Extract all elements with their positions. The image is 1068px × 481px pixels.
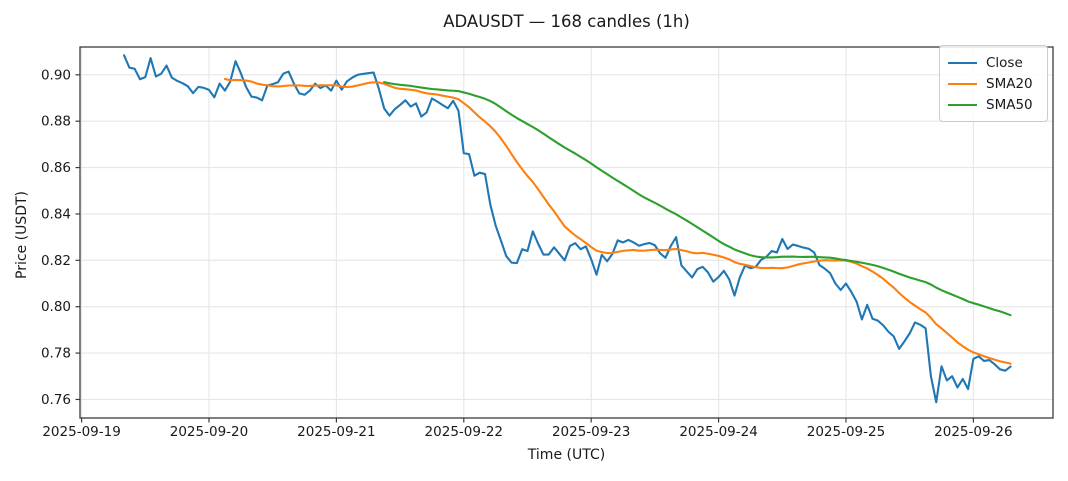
chart-title: ADAUSDT — 168 candles (1h) xyxy=(443,12,690,31)
y-tick-label: 0.86 xyxy=(41,160,71,176)
axes-frame xyxy=(79,46,1054,419)
series-line-sma20 xyxy=(223,77,1012,365)
legend-label: SMA50 xyxy=(986,96,1033,113)
legend-item-close: Close xyxy=(948,52,1037,73)
x-tick-label: 2025-09-19 xyxy=(42,424,120,440)
legend-line-swatch xyxy=(948,61,977,64)
y-tick-label: 0.84 xyxy=(41,206,71,222)
x-tick-label: 2025-09-24 xyxy=(679,424,757,440)
y-tick-label: 0.90 xyxy=(41,67,71,83)
x-axis-label: Time (UTC) xyxy=(527,447,606,463)
legend-line-swatch xyxy=(948,82,977,85)
y-tick-label: 0.80 xyxy=(41,299,71,315)
y-tick-label: 0.78 xyxy=(41,346,71,362)
legend-line-swatch xyxy=(948,103,977,106)
x-tick-label: 2025-09-26 xyxy=(934,424,1012,440)
legend-box: Close SMA20 SMA50 xyxy=(939,45,1048,122)
y-tick-label: 0.88 xyxy=(41,114,71,130)
x-tick-label: 2025-09-22 xyxy=(425,424,503,440)
x-tick-label: 2025-09-23 xyxy=(552,424,630,440)
legend-item-sma50: SMA50 xyxy=(948,94,1037,115)
legend-label: SMA20 xyxy=(986,75,1033,92)
legend-label: Close xyxy=(986,54,1023,71)
y-tick-label: 0.76 xyxy=(41,392,71,408)
x-tick-label: 2025-09-25 xyxy=(807,424,885,440)
x-tick-label: 2025-09-20 xyxy=(170,424,248,440)
legend-item-sma20: SMA20 xyxy=(948,73,1037,94)
series-line-sma50 xyxy=(383,81,1012,317)
series-line-close xyxy=(123,54,1012,404)
y-tick-label: 0.82 xyxy=(41,253,71,269)
x-tick-label: 2025-09-21 xyxy=(297,424,375,440)
